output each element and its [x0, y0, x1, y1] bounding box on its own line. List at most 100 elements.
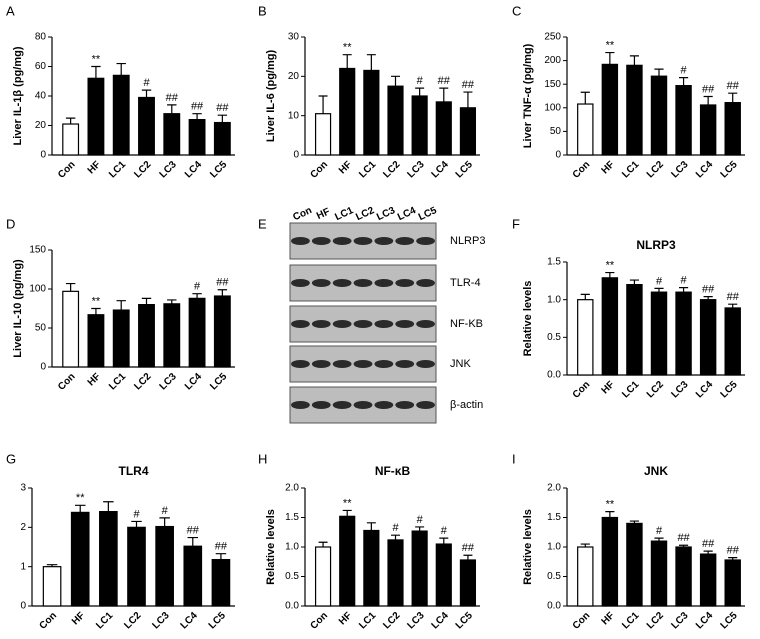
bar	[601, 516, 619, 607]
bar	[42, 566, 62, 607]
error-bar	[131, 520, 142, 528]
blot-band	[395, 237, 415, 245]
error-bar	[679, 287, 689, 293]
x-tick-label: LC4	[179, 610, 200, 631]
bar	[724, 307, 741, 376]
x-tick-label: LC1	[620, 159, 641, 180]
error-bar	[679, 76, 689, 86]
bar	[112, 74, 130, 156]
panel-title: JNK	[644, 464, 668, 478]
y-tick-label: 50	[550, 126, 562, 137]
error-bar	[679, 544, 689, 547]
y-tick-label: 80	[35, 32, 47, 43]
bar	[138, 96, 155, 156]
bar	[699, 553, 717, 607]
error-bar	[439, 537, 449, 545]
x-tick-label: LC1	[620, 379, 641, 400]
error-bar	[629, 279, 639, 285]
blot-band	[332, 360, 352, 368]
blot-band	[332, 279, 352, 287]
y-tick-label: 1.0	[547, 542, 561, 553]
error-bar	[159, 517, 170, 527]
x-tick-label: HF	[86, 371, 103, 388]
significance-mark: ##	[216, 102, 229, 114]
significance-mark: #	[143, 77, 150, 89]
x-tick-label: LC5	[719, 610, 740, 631]
bar	[99, 511, 118, 607]
error-bar	[703, 550, 713, 555]
x-tick-label: LC5	[207, 610, 228, 631]
lane-label: LC3	[375, 205, 397, 223]
bar	[459, 107, 477, 156]
y-tick-label: 100	[29, 284, 46, 295]
bar	[577, 103, 594, 156]
significance-mark: ##	[727, 80, 740, 92]
error-bar	[318, 541, 328, 547]
lane-label: LC5	[417, 205, 439, 223]
lane-label: LC1	[333, 205, 355, 223]
x-tick-label: Con	[309, 159, 331, 181]
bar	[435, 543, 452, 607]
x-tick-label: LC3	[669, 379, 690, 400]
panel-letter: B	[258, 3, 267, 18]
significance-mark: ##	[727, 545, 740, 557]
significance-mark: ##	[727, 291, 740, 303]
y-tick-label: 50	[35, 323, 47, 334]
blot-band	[416, 320, 435, 328]
blot-band	[353, 401, 373, 409]
significance-mark: **	[92, 295, 101, 307]
y-tick-label: 150	[544, 79, 561, 90]
error-bar	[703, 296, 713, 300]
blot-band	[332, 237, 352, 245]
blot-band	[395, 401, 415, 409]
y-tick-label: 0.5	[547, 571, 561, 582]
x-tick-label: HF	[600, 610, 617, 627]
y-axis-label: Relative levels	[522, 509, 534, 585]
error-bar	[116, 62, 126, 76]
lane-label: LC2	[354, 205, 376, 223]
bar	[724, 559, 741, 607]
significance-mark: ##	[702, 83, 715, 95]
y-tick-label: 20	[35, 120, 47, 131]
bar	[188, 297, 206, 368]
x-tick-label: HF	[86, 159, 103, 176]
significance-mark: **	[343, 497, 352, 509]
y-tick-label: 1.0	[285, 542, 299, 553]
error-bar	[65, 282, 76, 292]
y-tick-label: 0.0	[547, 601, 561, 612]
bar	[650, 291, 668, 376]
x-tick-label: LC2	[645, 379, 666, 400]
y-tick-label: 1.5	[285, 512, 299, 523]
y-axis-label: Relative levels	[265, 509, 277, 585]
y-tick-label: 2.0	[547, 483, 561, 494]
blot-label: β-actin	[450, 399, 483, 411]
significance-mark: **	[92, 53, 101, 65]
blot-band	[353, 320, 373, 328]
x-tick-label: LC5	[719, 379, 740, 400]
blot-band	[291, 320, 310, 328]
significance-mark: ##	[462, 79, 475, 91]
lane-label: HF	[315, 206, 332, 222]
x-tick-label: LC2	[381, 610, 402, 631]
significance-mark: #	[392, 522, 399, 534]
significance-mark: #	[656, 525, 663, 537]
blot-band	[332, 401, 352, 409]
bar	[155, 525, 174, 607]
bar	[459, 559, 477, 607]
bar	[127, 526, 146, 607]
bar	[183, 545, 203, 607]
bar	[62, 290, 80, 368]
blot-band	[416, 360, 435, 368]
error-bar	[629, 55, 639, 66]
panel-letter: G	[6, 451, 16, 466]
y-tick-label: 2.0	[285, 483, 299, 494]
error-bar	[141, 297, 152, 305]
bar	[577, 546, 594, 607]
y-tick-label: 40	[35, 91, 47, 102]
y-tick-label: 1.0	[547, 294, 561, 305]
y-tick-label: 0.0	[547, 370, 561, 381]
blot-band	[374, 320, 394, 328]
x-tick-label: Con	[38, 610, 60, 632]
y-tick-label: 20	[288, 71, 300, 82]
lane-label: Con	[291, 205, 313, 223]
